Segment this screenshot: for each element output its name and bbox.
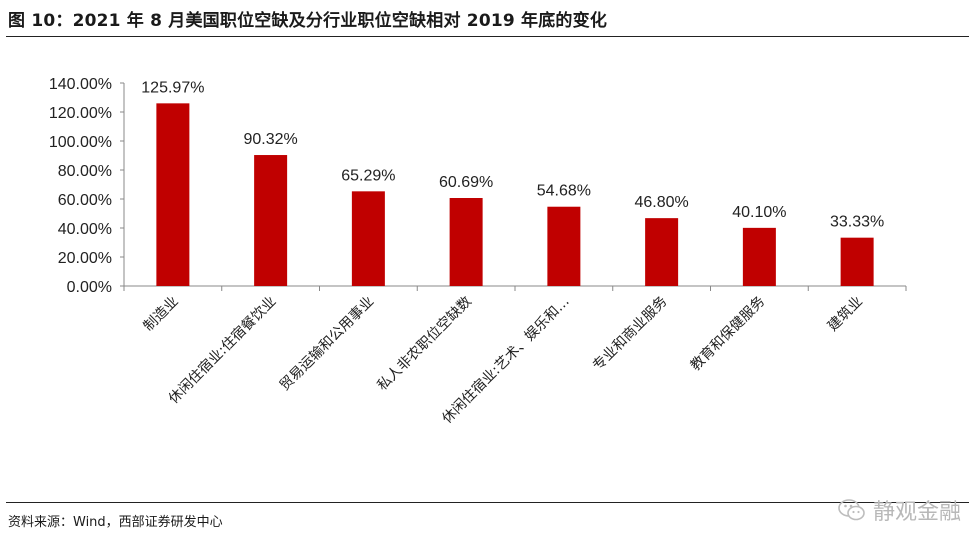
watermark: 静观金融 xyxy=(837,494,961,526)
y-tick-label: 120.00% xyxy=(49,105,112,122)
y-tick-label: 20.00% xyxy=(58,250,112,267)
bar xyxy=(254,155,288,286)
x-tick-label: 建筑业 xyxy=(825,294,866,335)
y-tick-label: 40.00% xyxy=(58,221,112,238)
x-tick-label: 休闲住宿业:住宿餐饮业 xyxy=(165,293,279,407)
data-label: 33.33% xyxy=(830,214,884,231)
figure-title: 图 10：2021 年 8 月美国职位空缺及分行业职位空缺相对 2019 年底的… xyxy=(8,11,608,31)
bar xyxy=(840,237,874,286)
bar xyxy=(742,227,776,286)
y-tick-label: 80.00% xyxy=(58,163,112,180)
bar xyxy=(156,103,190,286)
y-tick-label: 0.00% xyxy=(67,279,112,296)
source-note: 资料来源：Wind，西部证券研发中心 xyxy=(8,515,223,530)
x-tick-label: 专业和商业服务 xyxy=(590,294,671,375)
top-rule xyxy=(6,36,969,37)
bar xyxy=(547,206,581,286)
data-label: 46.80% xyxy=(634,194,688,211)
bar xyxy=(449,197,483,286)
x-tick-label: 制造业 xyxy=(141,294,182,335)
wechat-icon xyxy=(838,499,865,521)
x-tick-label: 私人非农职位空缺数 xyxy=(375,294,475,394)
y-tick-label: 60.00% xyxy=(58,192,112,209)
data-label: 65.29% xyxy=(341,167,395,184)
bar xyxy=(645,218,679,286)
data-label: 90.32% xyxy=(243,131,297,148)
data-label: 60.69% xyxy=(439,174,493,191)
data-label: 40.10% xyxy=(732,204,786,221)
watermark-text: 静观金融 xyxy=(872,500,961,525)
bottom-rule xyxy=(6,502,969,503)
bar xyxy=(351,191,385,286)
x-tick-label: 教育和保健服务 xyxy=(688,294,769,375)
y-tick-label: 100.00% xyxy=(49,134,112,151)
data-label: 54.68% xyxy=(537,183,591,200)
x-tick-label: 贸易运输和公用事业 xyxy=(277,294,377,394)
bar-chart: 0.00% 20.00% 40.00% 60.00% 80.00% 100.00% 120.… xyxy=(49,76,907,427)
y-tick-label: 140.00% xyxy=(49,76,112,93)
data-label: 125.97% xyxy=(141,79,204,96)
